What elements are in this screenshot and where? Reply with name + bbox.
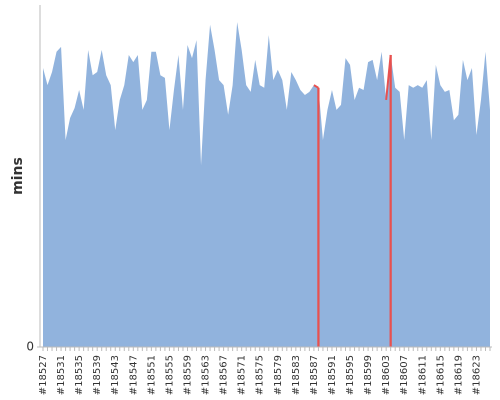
x-tick-label: #18575 — [255, 355, 266, 395]
x-tick-label: #18587 — [309, 355, 320, 395]
x-tick-label: #18579 — [273, 355, 284, 395]
x-tick-label: #18555 — [164, 355, 175, 395]
x-tick-label: #18583 — [291, 355, 302, 395]
y-tick-label: 0 — [26, 340, 34, 354]
x-tick-label: #18539 — [92, 355, 103, 395]
x-tick-label: #18563 — [201, 355, 212, 395]
x-tick-label: #18611 — [417, 355, 428, 395]
area — [43, 22, 490, 347]
highlight — [317, 87, 320, 348]
x-tick-label: #18623 — [471, 355, 482, 395]
x-tick-label: #18559 — [182, 355, 193, 395]
x-tick-label: #18603 — [381, 355, 392, 395]
highlight-edge — [313, 84, 319, 89]
x-tick-label: #18547 — [128, 355, 139, 395]
x-tick-label: #18595 — [345, 355, 356, 395]
highlight-edge — [385, 54, 392, 101]
x-tick-label: #18567 — [219, 355, 230, 395]
x-tick-label: #18615 — [435, 355, 446, 395]
y-axis-title: mins — [10, 157, 26, 195]
x-tick-label: #18619 — [453, 355, 464, 395]
x-tick-label: #18527 — [38, 355, 49, 395]
x-tick-label: #18543 — [110, 355, 121, 395]
highlight — [389, 54, 392, 347]
x-tick-label: #18551 — [146, 355, 157, 395]
x-tick-label: #18571 — [237, 355, 248, 395]
x-tick-label: #18591 — [327, 355, 338, 395]
x-tick-label: #18531 — [56, 355, 67, 395]
x-tick-label: #18607 — [399, 355, 410, 395]
x-tick-label: #18535 — [74, 355, 85, 395]
x-tick-label: #18599 — [363, 355, 374, 395]
